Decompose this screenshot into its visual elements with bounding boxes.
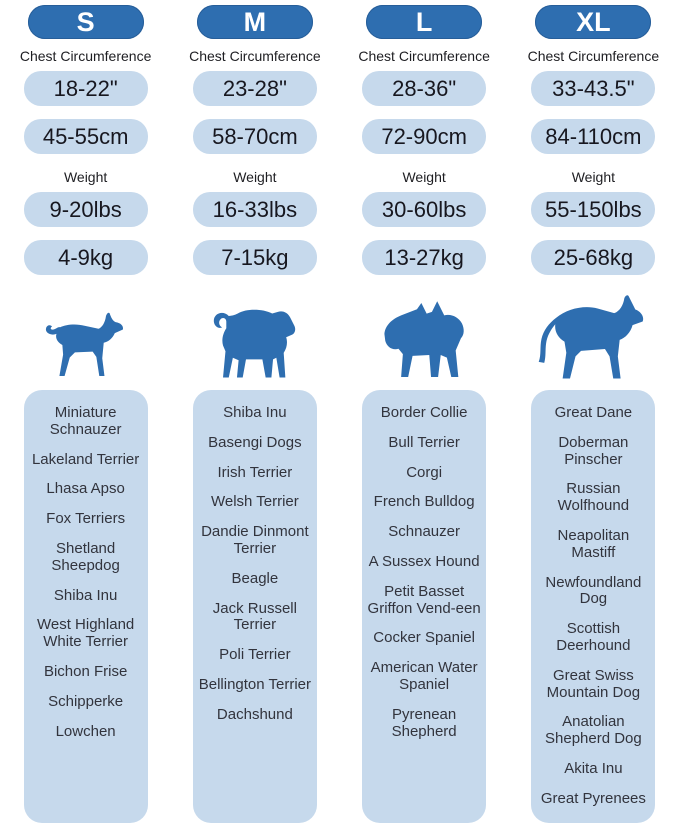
breed-item: Petit Basset Griffon Vend-een xyxy=(367,582,481,617)
size-column-s: S Chest Circumference 18-22" 45-55cm Wei… xyxy=(8,5,163,823)
breed-item: Pyrenean Shepherd xyxy=(391,705,457,740)
chest-cm-value: 45-55cm xyxy=(23,119,148,154)
weight-label: Weight xyxy=(402,169,446,185)
breed-item: Bull Terrier xyxy=(388,433,460,451)
dog-size-chart: S Chest Circumference 18-22" 45-55cm Wei… xyxy=(19,5,660,823)
breed-item: Lowchen xyxy=(55,722,116,740)
breed-item: Basengi Dogs xyxy=(208,433,302,451)
breed-item: Newfoundland Dog xyxy=(545,573,642,608)
weight-label: Weight xyxy=(233,169,277,185)
breed-item: Schnauzer xyxy=(388,523,460,541)
breed-list-m: Shiba Inu Basengi Dogs Irish Terrier Welsh … xyxy=(192,390,317,823)
breed-item: Bichon Frise xyxy=(43,662,128,680)
xlarge-dog-husky-silhouette-icon xyxy=(528,292,658,384)
chest-cm-value: 72-90cm xyxy=(362,119,487,154)
breed-item: French Bulldog xyxy=(373,493,475,511)
breed-item: Lhasa Apso xyxy=(46,480,125,498)
breed-item: Shiba Inu xyxy=(53,586,118,604)
size-badge-l: L xyxy=(366,5,483,39)
breed-item: Irish Terrier xyxy=(217,463,293,481)
breed-item: Cocker Spaniel xyxy=(373,629,475,647)
chest-inches-value: 33-43.5" xyxy=(531,71,656,106)
chest-cm-value: 58-70cm xyxy=(192,119,317,154)
chest-cm-value: 84-110cm xyxy=(531,119,656,154)
breed-item: Miniature Schnauzer xyxy=(49,404,122,438)
small-dog-silhouette-icon xyxy=(21,292,151,384)
weight-lbs-value: 30-60lbs xyxy=(362,192,487,227)
size-badge-s: S xyxy=(27,5,144,39)
size-column-xl: XL Chest Circumference 33-43.5" 84-110cm… xyxy=(516,5,671,823)
weight-lbs-value: 16-33lbs xyxy=(192,192,317,227)
breed-item: Doberman Pinscher xyxy=(558,433,629,468)
weight-label: Weight xyxy=(63,169,108,185)
breed-item: Welsh Terrier xyxy=(210,493,299,511)
weight-lbs-value: 55-150lbs xyxy=(531,192,656,227)
breed-item: Jack Russell Terrier xyxy=(212,599,297,634)
breed-item: Dachshund xyxy=(216,705,293,723)
breed-list-xl: Great Dane Doberman Pinscher Russian Wolfh… xyxy=(531,390,656,823)
breed-item: West Highland White Terrier xyxy=(36,616,135,651)
breed-item: Shiba Inu xyxy=(223,404,287,421)
breed-item: Shetland Sheepdog xyxy=(51,539,120,574)
weight-lbs-value: 9-20lbs xyxy=(23,192,148,227)
breed-item: Beagle xyxy=(231,569,279,587)
chest-circumference-label: Chest Circumference xyxy=(189,48,321,64)
breed-item: Great Swiss Mountain Dog xyxy=(546,666,641,701)
chest-circumference-label: Chest Circumference xyxy=(527,48,660,64)
chest-inches-value: 23-28" xyxy=(192,71,317,106)
breed-item: Corgi xyxy=(406,463,443,481)
breed-item: Russian Wolfhound xyxy=(557,480,630,515)
size-column-m: M Chest Circumference 23-28" 58-70cm Wei… xyxy=(177,5,332,823)
chest-inches-value: 28-36" xyxy=(362,71,487,106)
breed-list-l: Border Collie Bull Terrier Corgi French Bul… xyxy=(362,390,487,823)
breed-item: American Water Spaniel xyxy=(370,659,478,693)
breed-item: Scottish Deerhound xyxy=(556,620,631,654)
weight-label: Weight xyxy=(571,169,616,185)
breed-item: Neapolitan Mastiff xyxy=(557,526,630,561)
breed-item: Schipperke xyxy=(48,692,124,710)
medium-dog-beagle-silhouette-icon xyxy=(190,292,320,384)
breed-item: Great Pyrenees xyxy=(540,789,646,807)
breed-item: Border Collie xyxy=(380,404,468,421)
breed-item: Bellington Terrier xyxy=(198,675,312,693)
large-dog-bulldog-silhouette-icon xyxy=(359,292,489,384)
breed-item: Anatolian Shepherd Dog xyxy=(545,713,642,748)
weight-kg-value: 25-68kg xyxy=(531,240,656,275)
breed-item: Poli Terrier xyxy=(219,646,291,664)
breed-item: A Sussex Hound xyxy=(368,552,480,570)
weight-kg-value: 13-27kg xyxy=(362,240,487,275)
weight-kg-value: 4-9kg xyxy=(23,240,148,275)
breed-item: Akita Inu xyxy=(564,759,623,777)
chest-circumference-label: Chest Circumference xyxy=(358,48,490,64)
size-badge-xl: XL xyxy=(535,5,652,39)
chest-circumference-label: Chest Circumference xyxy=(19,48,152,64)
breed-item: Great Dane xyxy=(554,404,633,421)
size-badge-m: M xyxy=(196,5,313,39)
chest-inches-value: 18-22" xyxy=(23,71,148,106)
breed-item: Dandie Dinmont Terrier xyxy=(201,523,309,557)
breed-item: Lakeland Terrier xyxy=(31,450,140,468)
breed-item: Fox Terriers xyxy=(46,510,126,528)
breed-list-s: Miniature Schnauzer Lakeland Terrier Lhasa… xyxy=(23,390,148,823)
size-column-l: L Chest Circumference 28-36" 72-90cm Wei… xyxy=(347,5,502,823)
weight-kg-value: 7-15kg xyxy=(192,240,317,275)
